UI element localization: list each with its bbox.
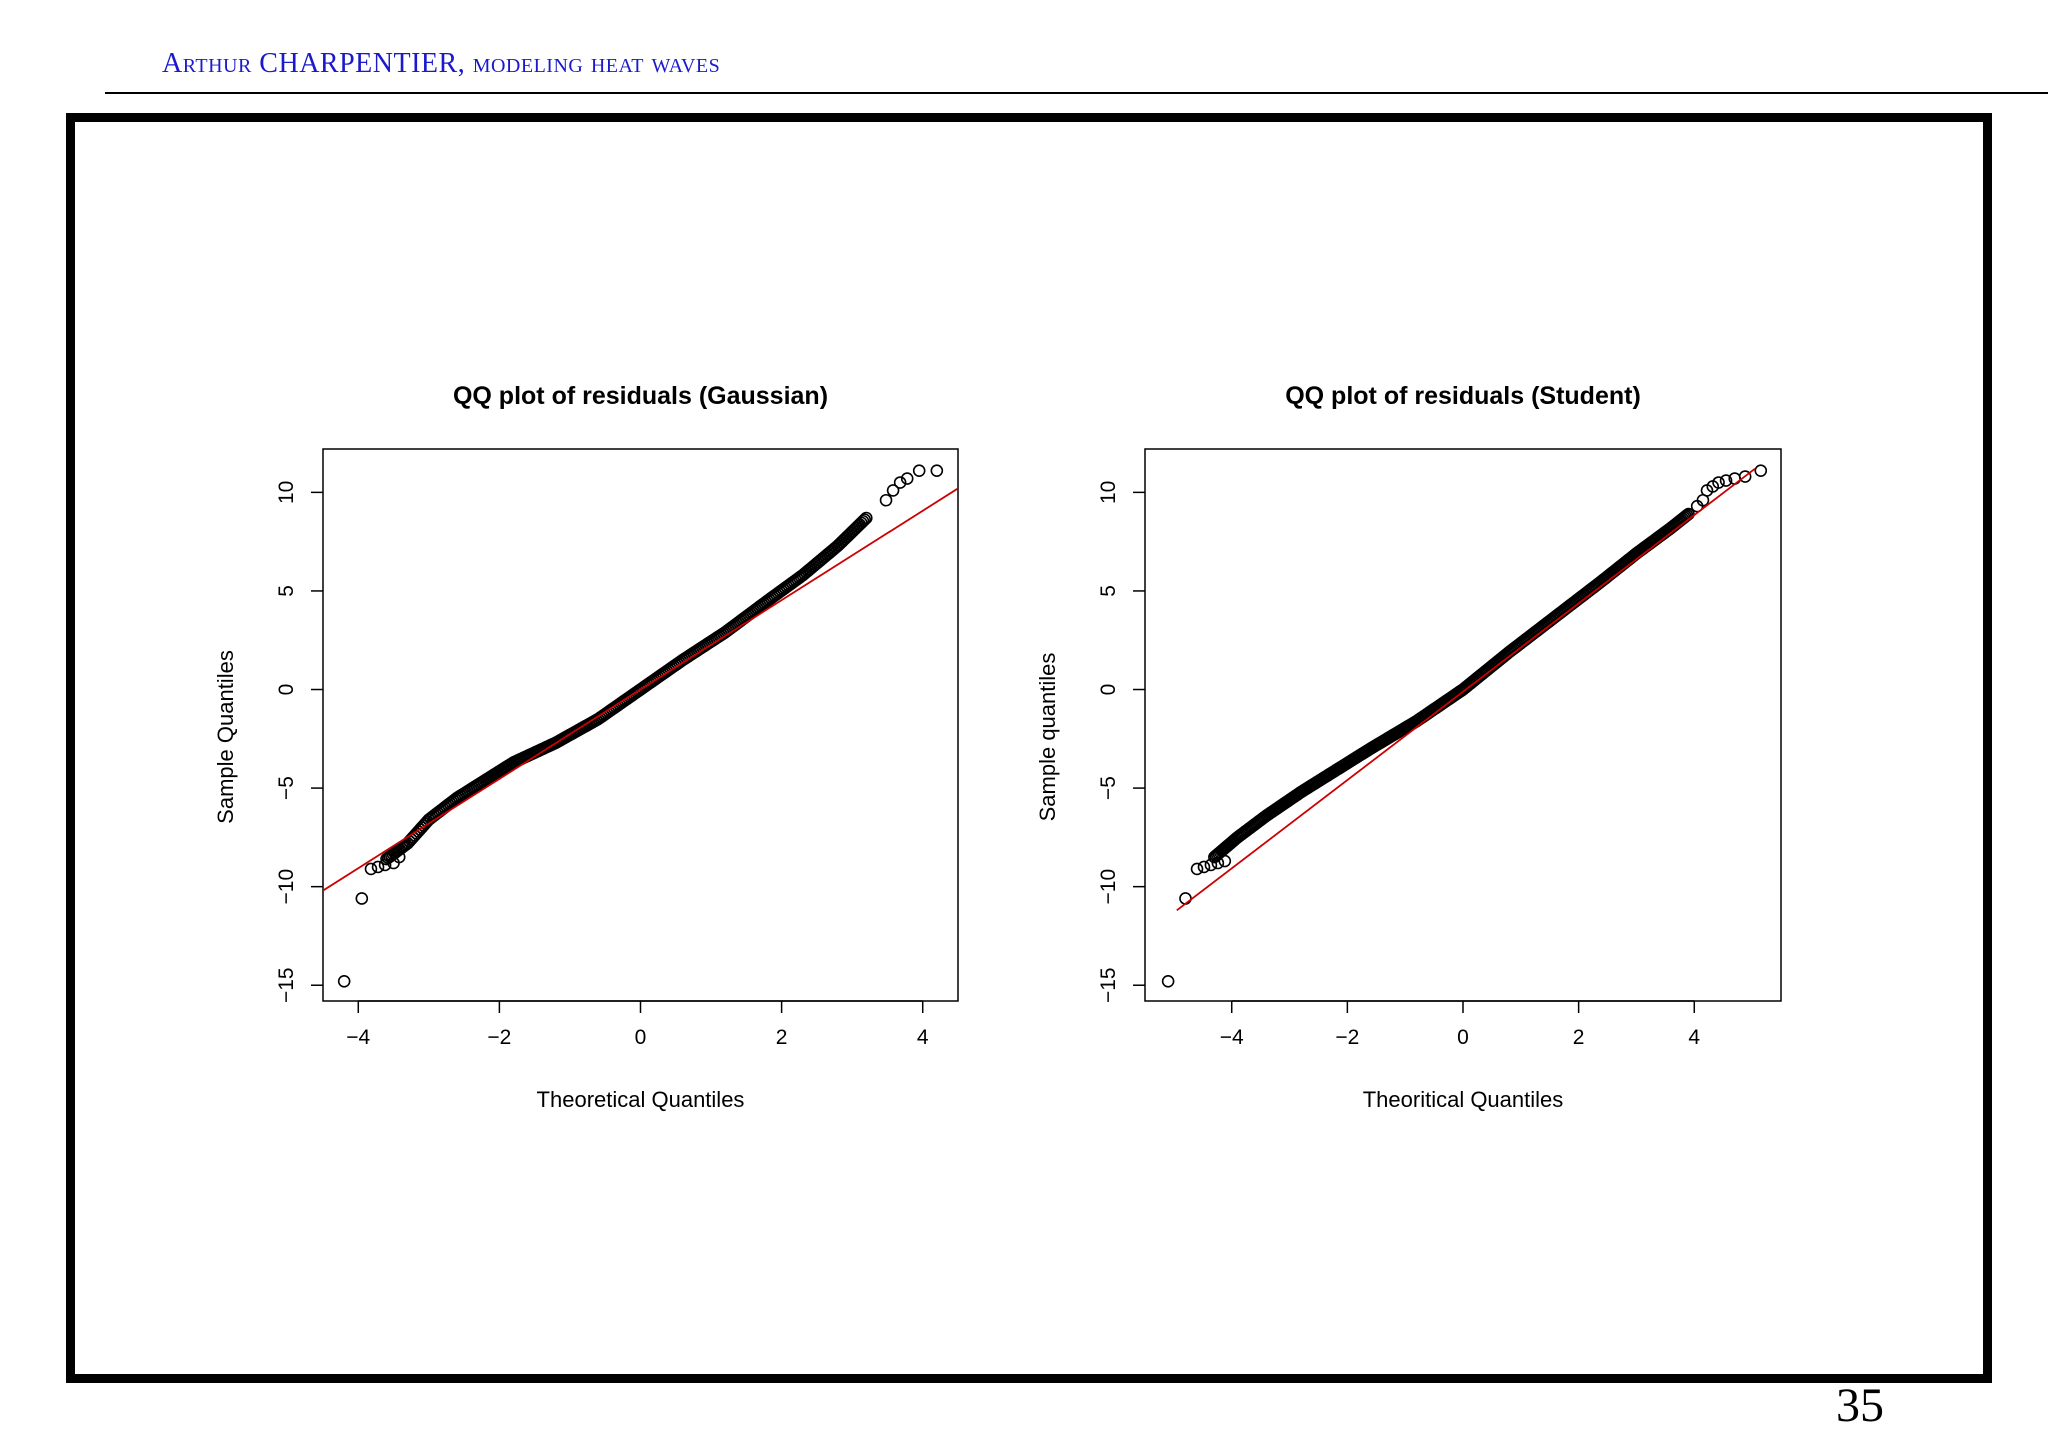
y-tick-label: −15 — [275, 967, 298, 1003]
y-tick-label: 5 — [1097, 585, 1120, 597]
data-point — [886, 484, 900, 497]
data-point — [1211, 856, 1225, 870]
x-tick-label: −4 — [346, 1026, 370, 1049]
data-point — [856, 514, 870, 528]
x-tick-label: 0 — [635, 1026, 647, 1049]
data-point — [364, 862, 378, 876]
data-point — [355, 892, 369, 905]
sample-points — [1161, 464, 1768, 988]
qq-plot-1: QQ plot of residuals (Gaussian) −4 −2 0 2 4 −1… — [213, 382, 959, 1112]
x-tick-label: 4 — [917, 1026, 929, 1049]
x-tick-label: −2 — [487, 1026, 511, 1049]
y-tick-label: −5 — [275, 776, 298, 800]
chart-title: QQ plot of residuals (Student) — [1285, 382, 1641, 410]
plot-frame — [322, 448, 959, 1002]
data-point — [1719, 474, 1733, 487]
data-point — [893, 476, 907, 489]
qq-plot-2: QQ plot of residuals (Student) −4 −2 0 2 4 −15… — [1035, 382, 1782, 1112]
x-tick-label: 2 — [776, 1026, 788, 1049]
data-point — [1738, 470, 1752, 483]
header-rule — [105, 92, 2048, 94]
sample-points — [337, 464, 944, 988]
data-point — [392, 850, 406, 864]
data-point — [912, 464, 926, 477]
y-tick-label: 0 — [1097, 684, 1120, 696]
y-tick-label: 10 — [275, 481, 298, 504]
data-point — [859, 511, 873, 525]
data-point — [930, 464, 944, 477]
y-tick-label: 10 — [1097, 481, 1120, 504]
x-tick-label: −2 — [1335, 1026, 1359, 1049]
data-point — [879, 493, 893, 507]
data-point — [1197, 860, 1211, 874]
x-tick-label: 4 — [1688, 1026, 1700, 1049]
data-point — [378, 858, 392, 872]
data-point — [371, 860, 385, 874]
y-axis-label: Sample quantiles — [1035, 653, 1060, 822]
chart-title: QQ plot of residuals (Gaussian) — [453, 382, 828, 410]
data-point — [1218, 854, 1232, 868]
plot-frame — [1144, 448, 1782, 1002]
data-point — [1161, 974, 1175, 988]
x-tick-label: −4 — [1220, 1026, 1244, 1049]
y-tick-label: −15 — [1097, 967, 1120, 1003]
page-number: 35 — [1836, 1379, 1884, 1432]
data-point — [858, 513, 871, 526]
data-point — [1179, 892, 1192, 905]
x-tick-label: 0 — [1457, 1026, 1469, 1049]
y-tick-label: 5 — [275, 585, 298, 597]
data-point — [1712, 476, 1725, 489]
data-point — [1754, 464, 1768, 477]
y-tick-label: 0 — [275, 684, 298, 696]
data-point — [1190, 862, 1204, 876]
x-tick-label: 2 — [1573, 1026, 1585, 1049]
y-tick-label: −10 — [275, 869, 298, 905]
data-point — [1204, 858, 1218, 872]
reference-line — [323, 487, 958, 892]
slide-frame — [66, 113, 1992, 1383]
x-axis-label: Theoritical Quantiles — [1363, 1087, 1564, 1112]
reference-line — [1176, 467, 1756, 912]
data-point — [900, 472, 914, 485]
header-title: Arthur CHARPENTIER, modeling heat waves — [162, 48, 721, 79]
y-tick-label: −10 — [1097, 869, 1120, 905]
y-tick-label: −5 — [1097, 776, 1120, 800]
data-point — [337, 974, 351, 988]
y-axis-label: Sample Quantiles — [213, 650, 238, 824]
x-axis-label: Theoretical Quantiles — [537, 1087, 745, 1112]
